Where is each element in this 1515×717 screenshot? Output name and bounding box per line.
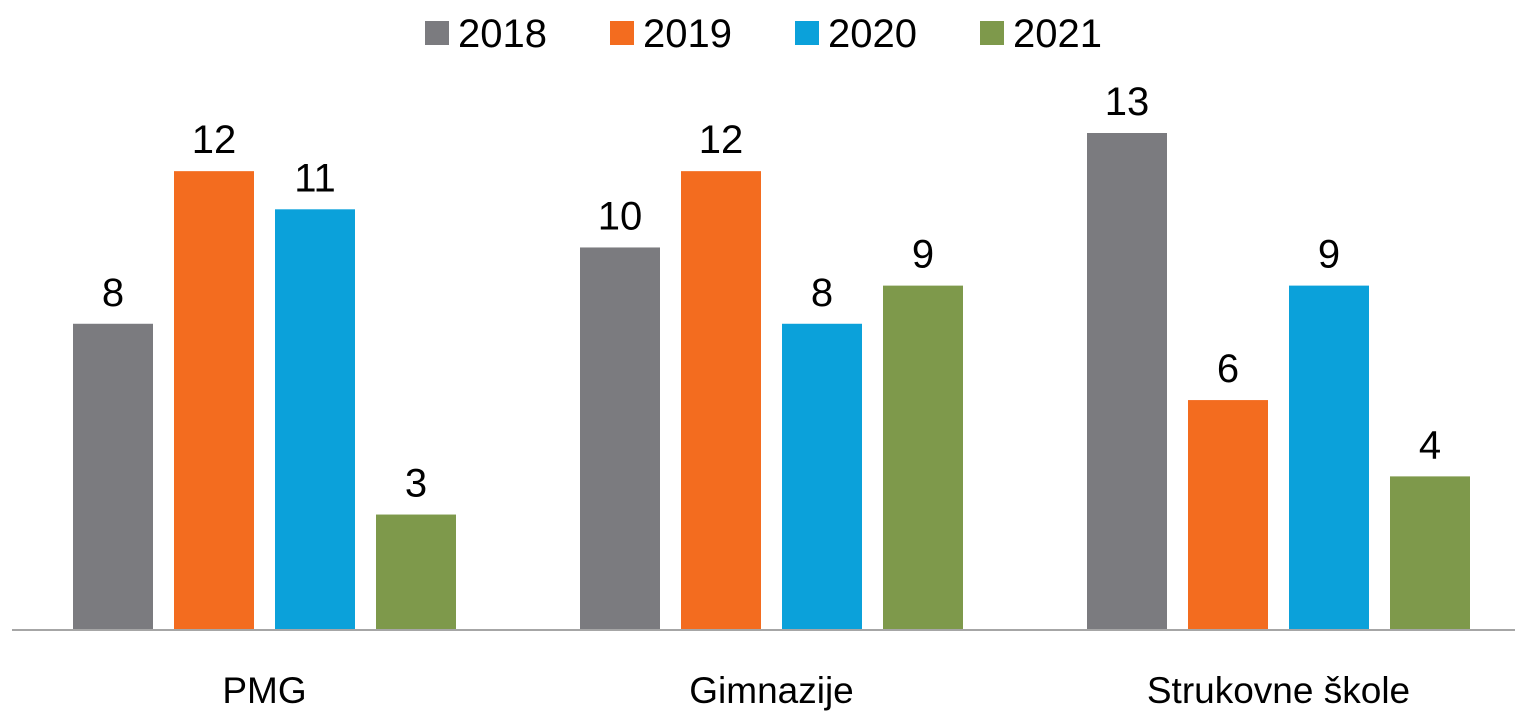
- legend-swatch: [795, 21, 819, 45]
- data-label: 11: [294, 156, 336, 200]
- bar: [1390, 476, 1470, 629]
- bar: [1188, 400, 1268, 629]
- bar: [681, 171, 761, 629]
- bar: [883, 285, 963, 629]
- legend-swatch: [980, 21, 1004, 45]
- legend-swatch: [610, 21, 634, 45]
- bar: [580, 247, 660, 629]
- data-label: 12: [699, 118, 744, 162]
- data-label: 8: [102, 271, 124, 315]
- bar: [376, 514, 456, 629]
- legend-swatch: [425, 21, 449, 45]
- x-tick-label: Gimnazije: [689, 670, 854, 711]
- data-label: 13: [1105, 80, 1150, 124]
- data-label: 9: [912, 233, 934, 277]
- legend-label: 2019: [643, 12, 732, 56]
- bar: [275, 209, 355, 630]
- x-tick-label: Strukovne škole: [1147, 670, 1410, 711]
- data-label: 6: [1217, 347, 1239, 391]
- data-label: 3: [405, 462, 427, 506]
- legend-label: 2021: [1013, 12, 1102, 56]
- bar: [1087, 133, 1167, 629]
- x-tick-label: PMG: [222, 670, 306, 711]
- legend-label: 2020: [828, 12, 917, 56]
- bar: [782, 323, 862, 629]
- data-label: 9: [1318, 233, 1340, 277]
- bar: [1289, 285, 1369, 629]
- data-label: 4: [1419, 423, 1441, 467]
- bar: [174, 171, 254, 629]
- data-label: 10: [598, 194, 643, 238]
- data-label: 12: [192, 118, 237, 162]
- bar: [73, 323, 153, 629]
- legend-label: 2018: [458, 12, 547, 56]
- data-label: 8: [811, 271, 833, 315]
